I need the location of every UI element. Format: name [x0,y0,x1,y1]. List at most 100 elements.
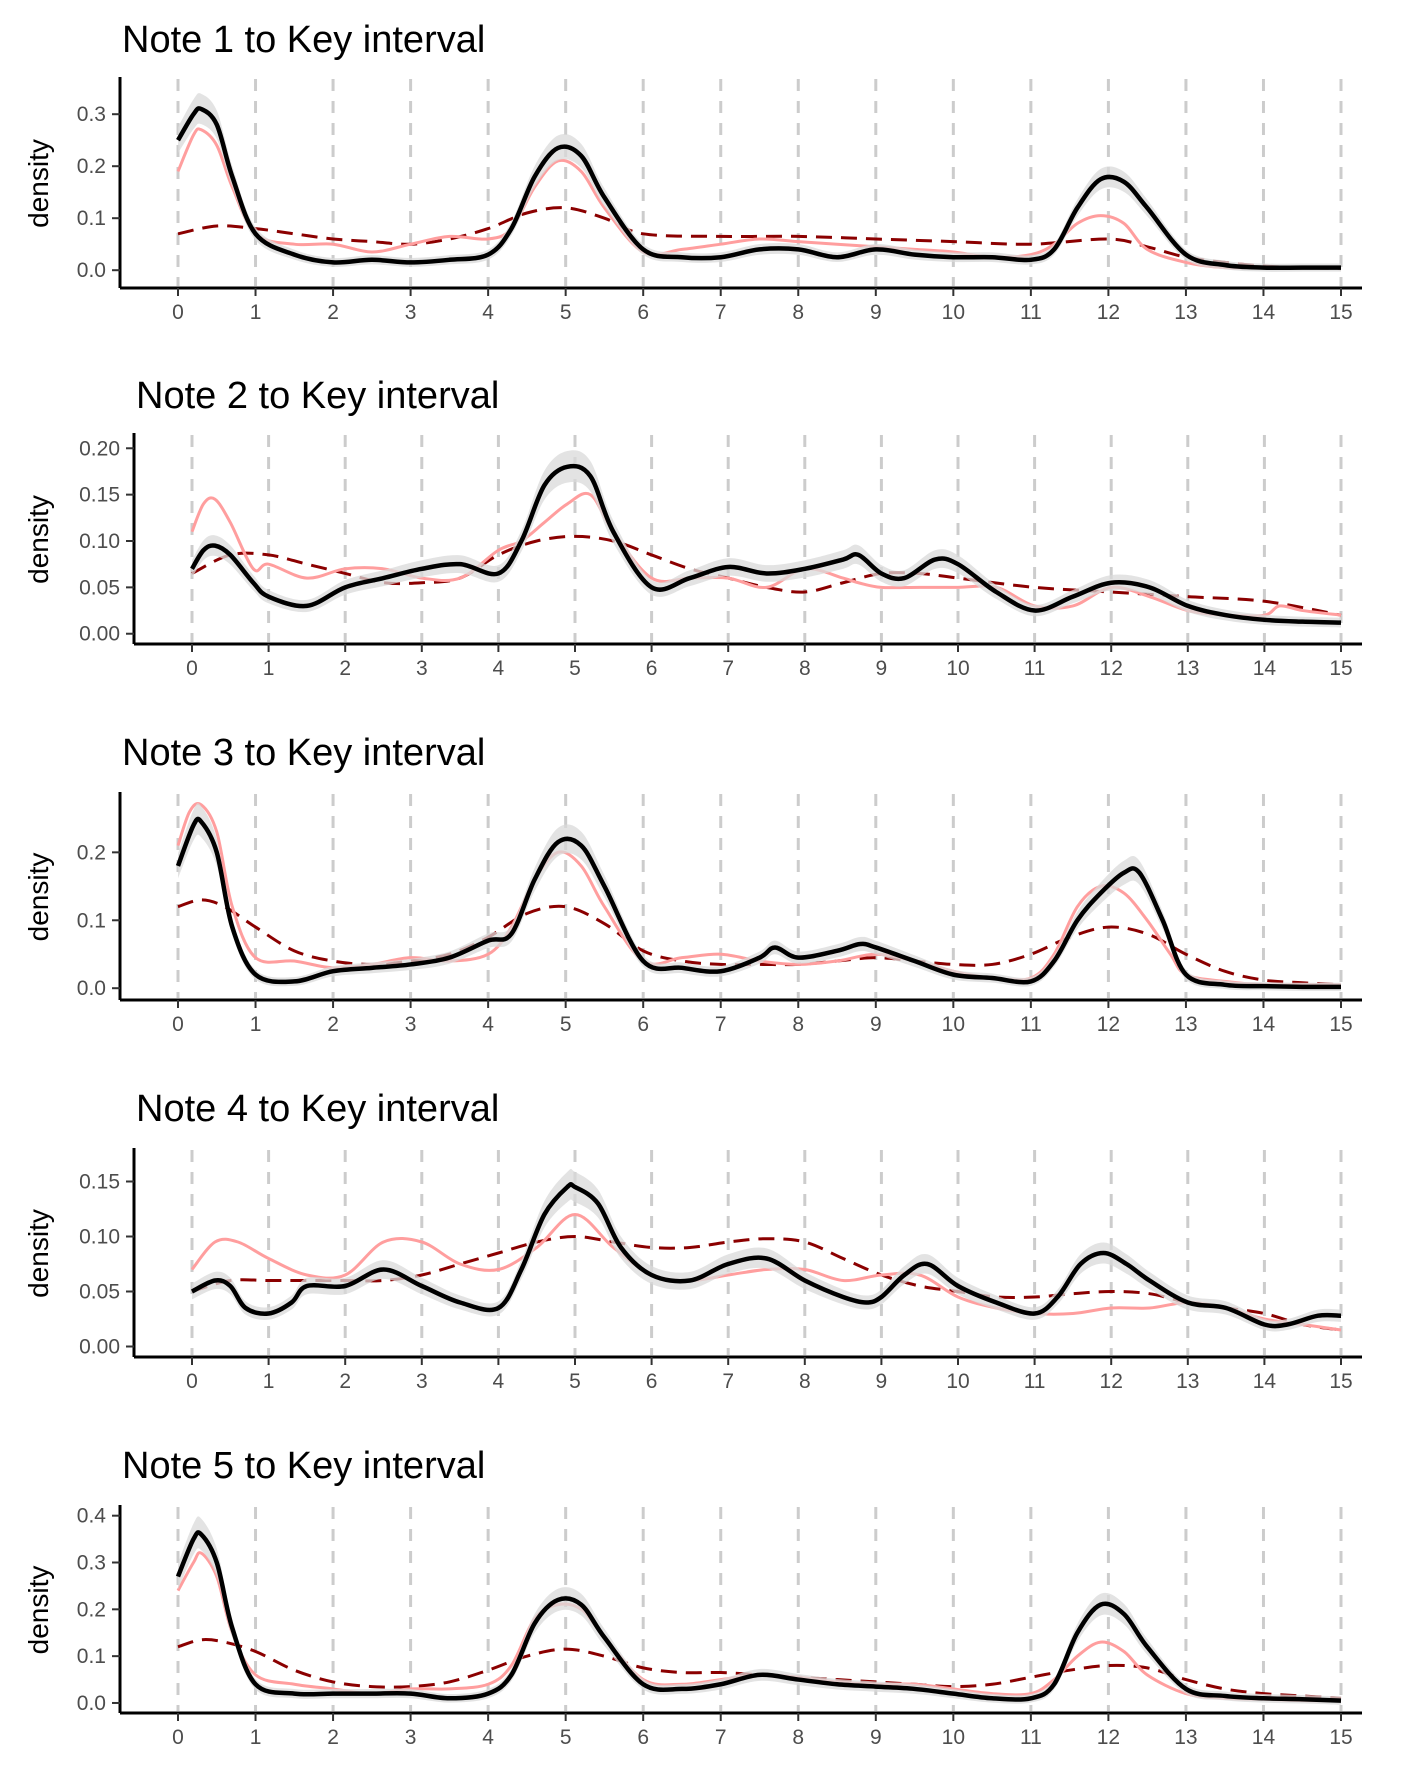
x-tick-label: 14 [1253,1370,1277,1393]
x-tick-label: 13 [1174,1726,1197,1749]
x-tick-label: 7 [722,657,734,680]
y-tick-label: 0.1 [77,1645,106,1668]
y-axis-label: density [23,1566,54,1655]
x-tick-label: 6 [637,1726,649,1749]
x-tick-label: 12 [1097,1013,1120,1036]
x-tick-label: 12 [1097,301,1120,324]
series-3-line [177,206,1342,271]
x-tick-label: 1 [263,657,275,680]
x-tick-label: 3 [416,1370,428,1393]
x-tick-label: 0 [172,1013,184,1036]
x-tick-label: 10 [946,657,969,680]
x-tick-label: 0 [186,1370,198,1393]
series-1-confidence-band [192,450,1341,628]
x-tick-label: 10 [942,1726,965,1749]
y-tick-label: 0.00 [79,1336,120,1359]
x-tick-label: 7 [715,301,727,324]
panel-1: Note 1 to Key interval density 0.0 0.1 0.2 0.… [23,19,1362,324]
x-tick-label: 13 [1174,301,1197,324]
x-tick-label: 9 [870,1013,882,1036]
x-tick-label: 2 [327,1726,339,1749]
panel-title: Note 1 to Key interval [122,19,485,61]
x-tick-label: 10 [942,1013,965,1036]
x-tick-label: 1 [250,1726,262,1749]
panel-title: Note 4 to Key interval [136,1088,499,1130]
x-tick-label: 14 [1252,301,1276,324]
x-tick-label: 9 [870,1726,882,1749]
x-tick-label: 14 [1252,1726,1276,1749]
x-tick-label: 15 [1329,301,1352,324]
x-tick-label: 2 [339,1370,351,1393]
y-tick-label: 0.0 [77,259,106,282]
x-tick-label: 8 [792,1726,804,1749]
series-1-line [176,106,1341,271]
x-tick-label: 9 [876,657,888,680]
y-tick-label: 0.1 [77,207,106,230]
y-tick-label: 0.2 [77,841,106,864]
y-tick-label: 0.3 [77,103,106,126]
series-1-line [175,816,1342,990]
x-tick-label: 2 [339,657,351,680]
x-tick-label: 12 [1097,1726,1120,1749]
x-tick-label: 15 [1329,1013,1352,1036]
x-tick-label: 1 [250,301,262,324]
x-tick-label: 0 [172,301,184,324]
x-tick-label: 5 [569,1370,581,1393]
x-tick-label: 10 [946,1370,969,1393]
series-1-confidence-band [178,1516,1341,1705]
x-tick-label: 4 [482,1013,494,1036]
x-tick-label: 5 [569,657,581,680]
x-tick-label: 11 [1020,301,1042,324]
x-tick-label: 15 [1329,657,1352,680]
x-tick-label: 15 [1329,1370,1352,1393]
y-tick-label: 0.1 [77,909,106,932]
y-axis-label: density [23,853,54,942]
x-tick-label: 7 [715,1726,727,1749]
x-tick-label: 7 [722,1370,734,1393]
y-tick-label: 0.20 [79,437,120,460]
x-tick-label: 8 [792,301,804,324]
series-3-line [191,534,1342,617]
panel-2: Note 2 to Key interval density 0.00 0.05 0.1… [23,375,1362,680]
x-tick-label: 13 [1174,1013,1197,1036]
y-tick-label: 0.00 [79,623,120,646]
panel-4: Note 4 to Key interval density 0.00 0.05 0.1… [23,1088,1362,1393]
x-tick-label: 5 [560,1013,572,1036]
x-tick-label: 10 [942,301,965,324]
x-tick-label: 1 [250,1013,262,1036]
y-tick-label: 0.0 [77,977,106,1000]
y-axis-label: density [23,1209,54,1298]
x-tick-label: 11 [1024,1370,1046,1393]
x-tick-label: 6 [646,657,658,680]
x-tick-label: 9 [870,301,882,324]
y-tick-label: 0.0 [77,1692,106,1715]
series-3-line [191,1234,1342,1332]
y-axis-label: density [23,495,54,584]
x-tick-label: 6 [646,1370,658,1393]
x-tick-label: 13 [1176,657,1199,680]
series-1-line [190,463,1342,625]
x-tick-label: 11 [1024,657,1046,680]
x-tick-label: 4 [482,301,494,324]
x-tick-label: 3 [405,301,417,324]
x-tick-label: 4 [493,1370,505,1393]
x-tick-label: 12 [1100,657,1123,680]
y-tick-label: 0.05 [79,576,120,599]
x-tick-label: 8 [799,657,811,680]
series-1-confidence-band [192,1168,1341,1332]
x-tick-label: 13 [1176,1370,1199,1393]
series-2-line [176,127,1341,270]
x-tick-label: 14 [1252,1013,1276,1036]
x-tick-label: 4 [482,1726,494,1749]
x-tick-label: 5 [560,1726,572,1749]
panel-5: Note 5 to Key interval density 0.0 0.1 0.2 0.… [23,1445,1362,1749]
panel-title: Note 5 to Key interval [122,1445,485,1487]
series-2-line [190,1212,1342,1332]
y-tick-label: 0.15 [79,1171,120,1194]
x-tick-label: 2 [327,1013,339,1036]
panel-title: Note 3 to Key interval [122,732,485,774]
x-tick-label: 4 [493,657,505,680]
x-tick-label: 12 [1100,1370,1123,1393]
x-tick-label: 0 [186,657,198,680]
